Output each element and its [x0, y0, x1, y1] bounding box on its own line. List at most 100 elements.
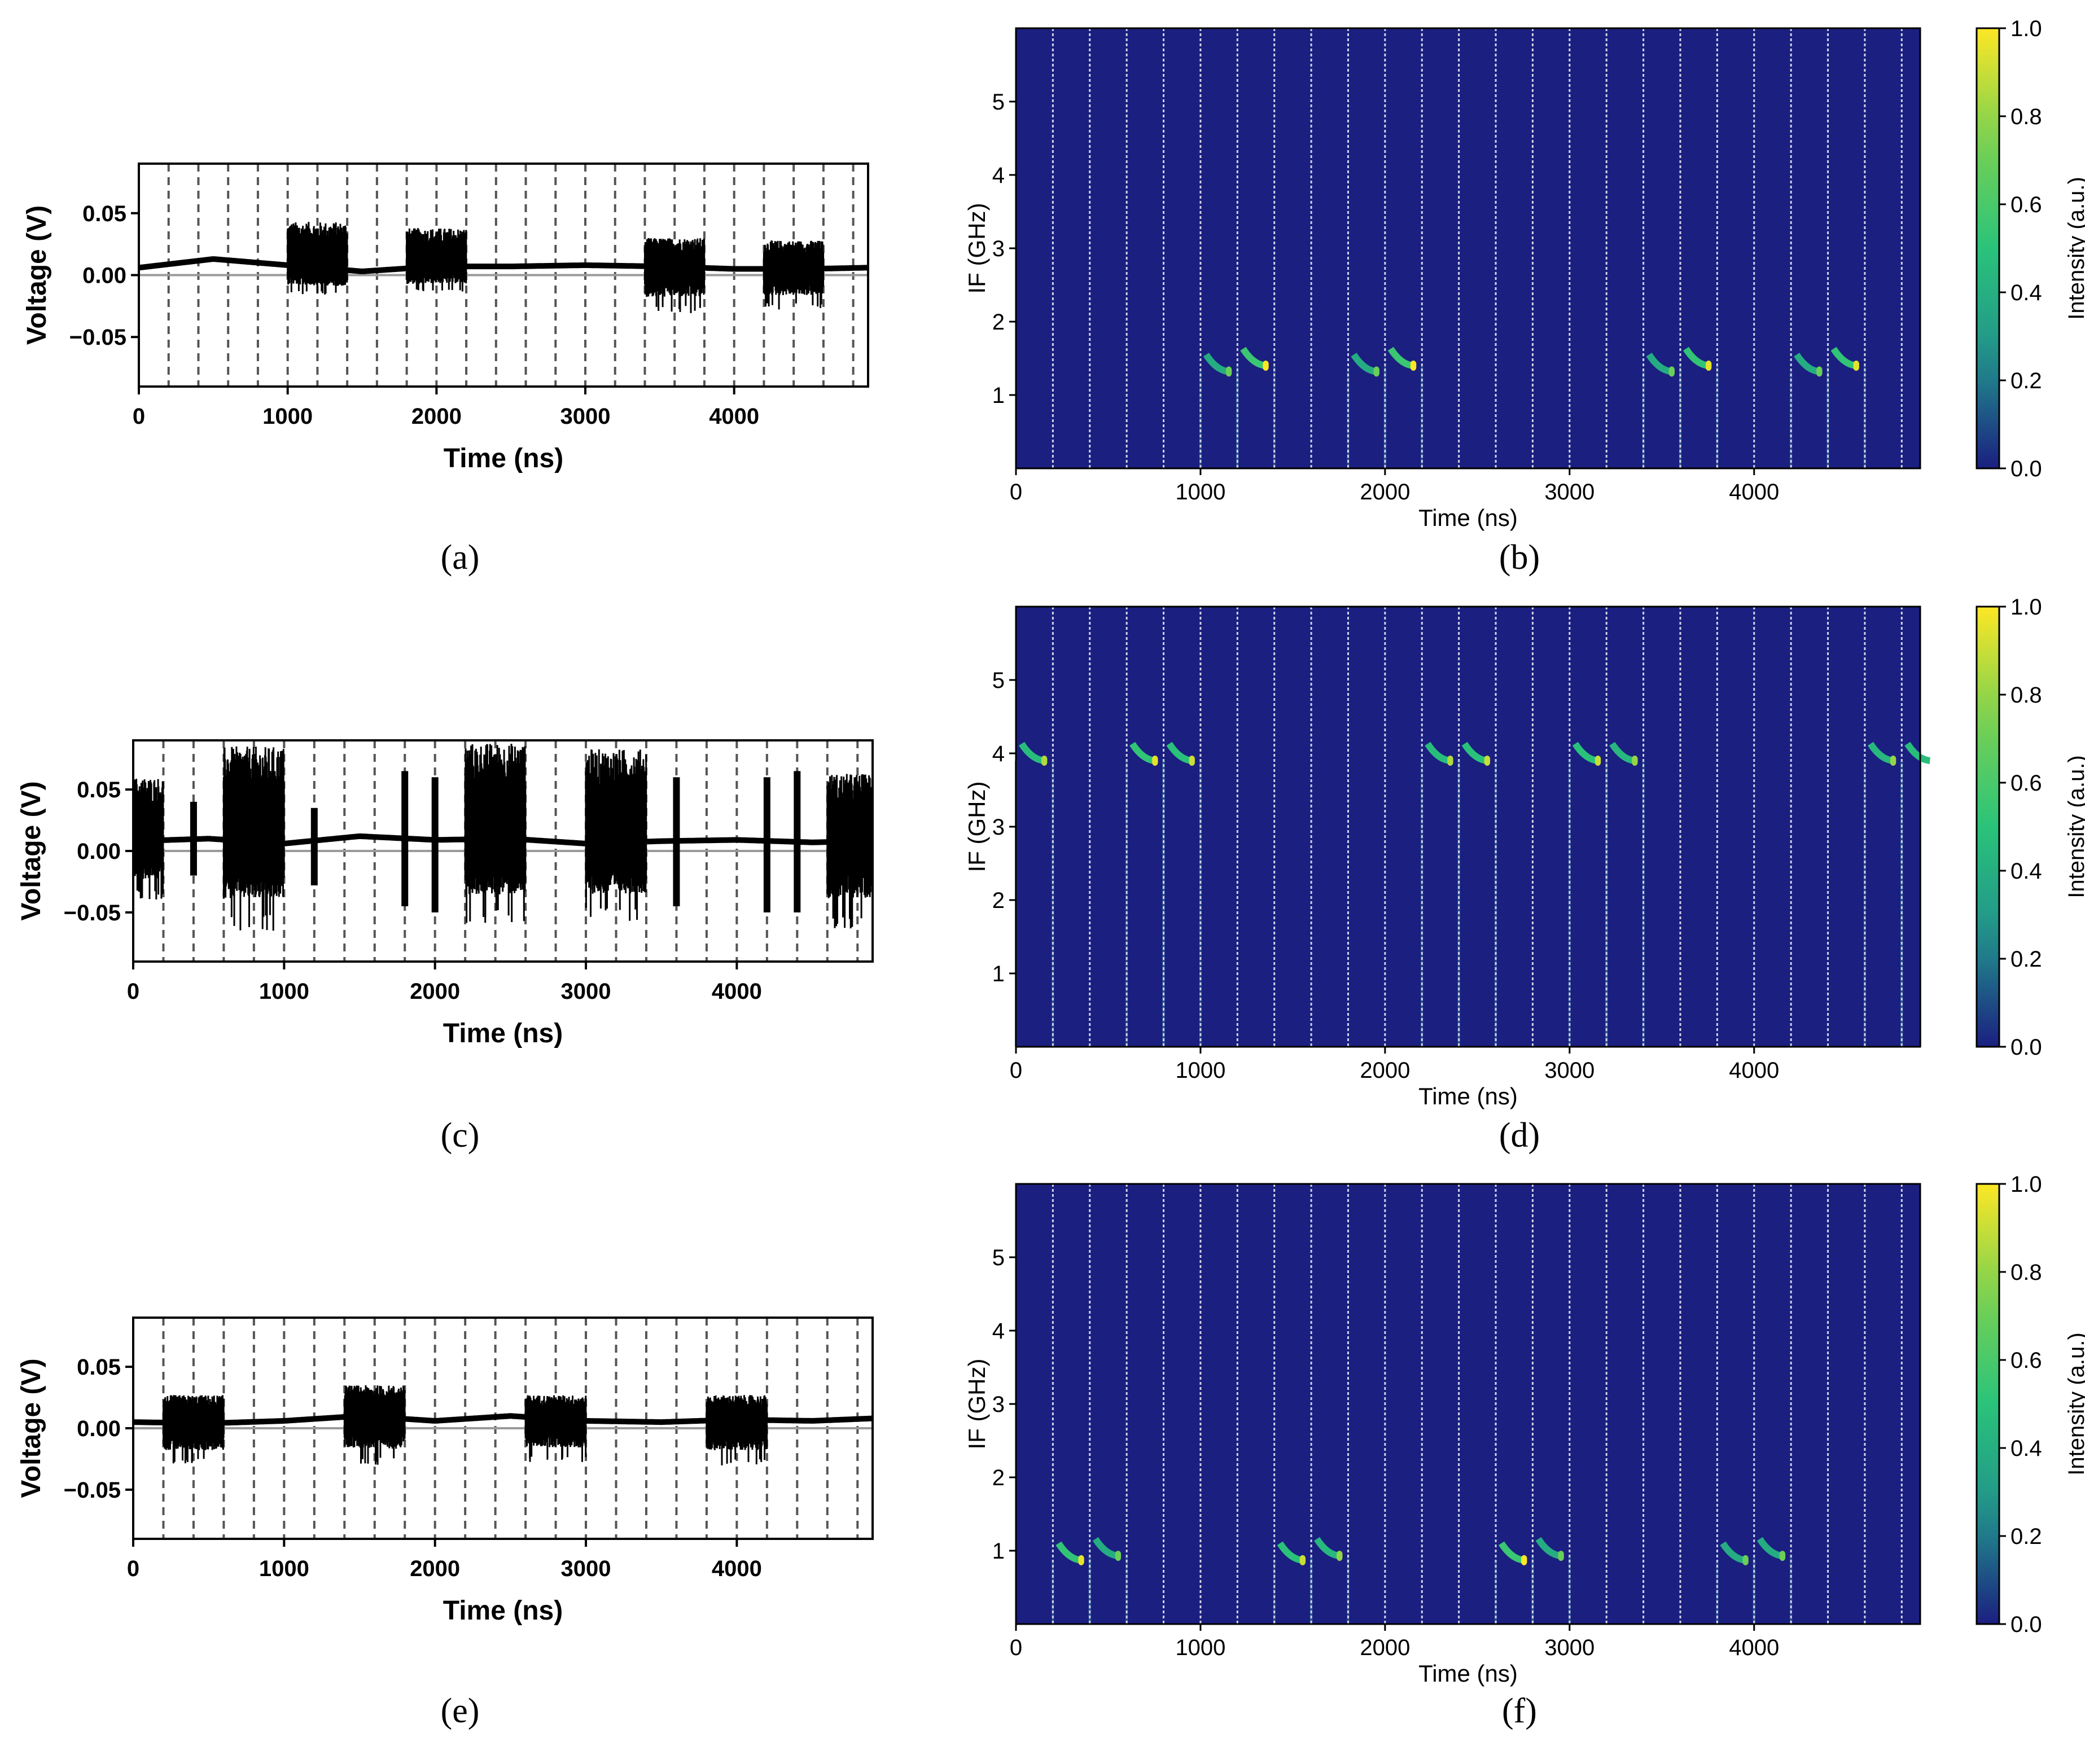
y-tick-label: 5 — [992, 90, 1005, 115]
burst — [524, 1395, 587, 1462]
y-axis-label: Voltage (V) — [16, 781, 46, 920]
x-tick-label: 3000 — [1544, 1635, 1595, 1660]
signal-segment — [1410, 361, 1417, 371]
y-axis-label: IF (GHz) — [963, 782, 990, 872]
colorbar-tick-label: 0.0 — [2010, 457, 2042, 481]
colorbar-tick-label: 0.0 — [2010, 1612, 2042, 1637]
x-tick-label: 4000 — [712, 1556, 762, 1581]
x-tick-label: 3000 — [561, 979, 611, 1004]
panel-caption: (a) — [441, 538, 480, 577]
signal-segment — [1115, 1551, 1122, 1561]
y-tick-label: 0.00 — [82, 264, 126, 288]
x-tick-label: 3000 — [1544, 1058, 1595, 1083]
colorbar-label: Intensity (a.u.) — [2064, 177, 2085, 319]
burst — [585, 749, 647, 921]
y-tick-label: 0.05 — [82, 201, 126, 226]
signal-segment — [1225, 366, 1232, 377]
panel-caption: (e) — [441, 1692, 480, 1730]
y-tick-label: 3 — [992, 1392, 1005, 1417]
x-tick-label: 4000 — [709, 404, 759, 429]
spike — [401, 771, 409, 906]
x-axis-label: Time (ns) — [1418, 1660, 1518, 1687]
x-tick-label: 1000 — [1175, 480, 1225, 504]
spike — [763, 777, 770, 912]
signal-segment — [1447, 756, 1453, 766]
y-axis-label: Voltage (V) — [22, 205, 52, 345]
panel-f: 0 1000 2000 3000 4000 1 2 3 4 5 Time (ns) IF (GHz) 0… — [963, 1172, 2085, 1730]
segment-markers — [1052, 28, 1903, 468]
y-tick-label: 0.05 — [77, 1355, 121, 1380]
x-axis-label: Time (ns) — [443, 1596, 563, 1626]
panel-caption: (b) — [1499, 538, 1540, 577]
x-tick-label: 1000 — [262, 404, 313, 429]
x-axis-label: Time (ns) — [444, 444, 563, 473]
burst — [706, 1395, 768, 1465]
y-tick-label: 1 — [992, 1539, 1005, 1564]
burst — [343, 1385, 406, 1465]
signal-segment — [1632, 756, 1638, 766]
spike — [431, 777, 439, 912]
x-tick-label: 1000 — [1175, 1058, 1225, 1083]
colorbar — [1976, 1183, 2000, 1625]
spike — [190, 801, 197, 876]
x-tick-label: 3000 — [1544, 480, 1595, 504]
signal-segment — [1890, 756, 1896, 766]
segment-markers — [1052, 607, 1903, 1047]
x-tick-label: 1000 — [259, 1556, 309, 1581]
signal-segment — [1705, 361, 1712, 371]
x-tick-label: 4000 — [1729, 480, 1779, 504]
y-tick-label: 0.05 — [77, 778, 121, 802]
x-tick-label: 4000 — [1729, 1635, 1779, 1660]
colorbar-tick-label: 0.8 — [2010, 1260, 2042, 1285]
x-tick-label: 4000 — [1729, 1058, 1779, 1083]
signal-segment — [1152, 756, 1158, 766]
colorbar-tick-label: 0.6 — [2010, 1348, 2042, 1373]
signal-segments — [1055, 1537, 1786, 1565]
x-tick-label: 1000 — [1175, 1635, 1225, 1660]
panel-caption: (f) — [1502, 1692, 1537, 1730]
colorbar-tick-label: 0.4 — [2010, 1436, 2042, 1461]
x-tick-label: 2000 — [1360, 480, 1410, 504]
y-tick-label: 4 — [992, 741, 1005, 766]
x-axis-label: Time (ns) — [443, 1019, 563, 1048]
signal-segment — [1816, 366, 1823, 377]
colorbar-tick-label: 1.0 — [2010, 16, 2042, 41]
x-tick-label: 3000 — [560, 404, 611, 429]
burst — [763, 240, 825, 310]
signal-segment — [1078, 1555, 1084, 1565]
colorbar-tick-label: 0.8 — [2010, 104, 2042, 129]
x-axis-label: Time (ns) — [1418, 1083, 1518, 1109]
y-tick-label: 3 — [992, 236, 1005, 261]
y-tick-label: 5 — [992, 1245, 1005, 1270]
colorbar-tick-label: 1.0 — [2010, 1172, 2042, 1197]
signal-segment — [1853, 361, 1859, 371]
y-tick-label: 5 — [992, 668, 1005, 693]
colorbar — [1976, 605, 2000, 1048]
burst — [222, 746, 285, 931]
signal-segment — [1668, 366, 1675, 377]
x-tick-label: 1000 — [259, 979, 309, 1004]
y-tick-label: 0.00 — [77, 1416, 121, 1441]
y-tick-label: −0.05 — [69, 325, 126, 350]
spike — [794, 771, 801, 912]
segment-markers — [1052, 1184, 1903, 1624]
colorbar-tick-label: 0.0 — [2010, 1035, 2042, 1060]
panel-d: 0 1000 2000 3000 4000 1 2 3 4 5 Time (ns) IF (GHz) 0… — [963, 595, 2085, 1155]
colorbar — [1976, 27, 2000, 469]
panel-a: 0 1000 2000 3000 4000 0.05 0.00 −0.05 Time (ns) V… — [22, 163, 869, 577]
baseline-trace — [138, 256, 868, 274]
x-tick-label: 0 — [1010, 1058, 1022, 1083]
y-tick-label: 2 — [992, 888, 1005, 913]
x-tick-label: 0 — [127, 1556, 139, 1581]
y-tick-label: 2 — [992, 1465, 1005, 1490]
spike — [673, 777, 680, 906]
x-tick-label: 3000 — [561, 1556, 611, 1581]
x-tick-label: 2000 — [410, 979, 460, 1004]
signal-segment — [1189, 756, 1195, 766]
x-tick-label: 2000 — [411, 404, 462, 429]
colorbar-tick-label: 0.4 — [2010, 280, 2042, 305]
y-axis-label: IF (GHz) — [963, 203, 990, 294]
x-tick-label: 0 — [127, 979, 139, 1004]
